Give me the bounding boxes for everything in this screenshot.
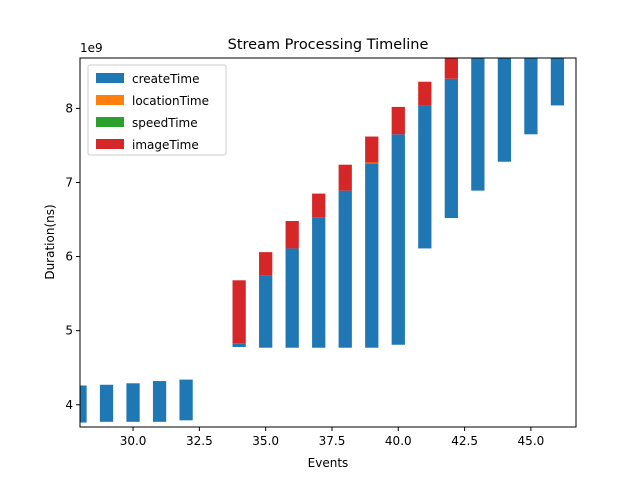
y-tick-label: 6	[65, 250, 73, 264]
bar-createTime-40	[391, 134, 405, 345]
legend-label-imageTime: imageTime	[132, 138, 199, 152]
legend-label-locationTime: locationTime	[132, 94, 209, 108]
x-axis: 30.0 32.5 35.0 37.5 40.0 42.5 45.0	[120, 427, 545, 448]
bar-createTime-43	[471, 58, 485, 191]
x-tick-label: 45.0	[518, 434, 545, 448]
bar-createTime-42	[444, 78, 458, 219]
legend-swatch-createTime	[96, 73, 124, 83]
x-tick-label: 32.5	[186, 434, 213, 448]
x-tick-label: 30.0	[120, 434, 147, 448]
legend-label-speedTime: speedTime	[132, 116, 198, 130]
legend-label-createTime: createTime	[132, 72, 199, 86]
bar-createTime-32	[179, 379, 193, 421]
legend-box	[87, 64, 227, 156]
bar-createTime-45	[524, 58, 538, 135]
bar-imageTime-37	[312, 193, 326, 218]
legend: createTime locationTime speedTime imageTime	[87, 64, 227, 156]
bar-imageTime-34	[232, 280, 246, 344]
x-tick-label: 40.0	[385, 434, 412, 448]
bar-createTime-46	[550, 58, 565, 106]
legend-swatch-locationTime	[96, 95, 124, 105]
bar-createTime-39	[365, 163, 379, 348]
y-axis-label: Duration(ns)	[43, 204, 57, 279]
bar-createTime-28	[80, 385, 87, 423]
y-axis: 4 5 6 7 8	[65, 101, 80, 412]
bar-imageTime-36	[285, 221, 299, 249]
y-tick-label: 8	[65, 101, 73, 115]
x-tick-label: 35.0	[252, 434, 279, 448]
bar-imageTime-40	[391, 106, 405, 135]
bar-createTime-35	[259, 275, 273, 348]
x-tick-label: 42.5	[451, 434, 478, 448]
plot-frame	[79, 57, 577, 428]
legend-swatch-speedTime	[96, 117, 124, 127]
bar-createTime-44	[497, 58, 512, 162]
bar-createTime-34	[232, 343, 246, 347]
y-tick-label: 7	[65, 175, 73, 189]
bar-createTime-41	[418, 105, 432, 249]
bar-createTime-30	[126, 383, 140, 422]
bar-imageTime-41	[418, 81, 432, 106]
x-tick-label: 37.5	[319, 434, 346, 448]
y-tick-label: 4	[65, 398, 73, 412]
bar-createTime-29	[99, 384, 114, 422]
bar-createTime-31	[152, 381, 167, 422]
bar-imageTime-35	[259, 252, 273, 276]
bar-imageTime-39	[365, 136, 379, 163]
x-axis-label: Events	[308, 456, 349, 470]
bar-createTime-36	[285, 248, 299, 348]
chart-title: Stream Processing Timeline	[228, 37, 429, 53]
y-tick-label: 5	[65, 324, 73, 338]
bar-imageTime-38	[338, 164, 352, 191]
bar-locationTime-39	[365, 162, 379, 164]
bar-createTime-38	[338, 190, 352, 348]
legend-swatch-imageTime	[96, 139, 124, 149]
bars-group	[80, 58, 565, 423]
bar-imageTime-42	[444, 58, 458, 79]
y-axis-multiplier: 1e9	[80, 41, 103, 55]
bar-createTime-37	[312, 217, 326, 348]
